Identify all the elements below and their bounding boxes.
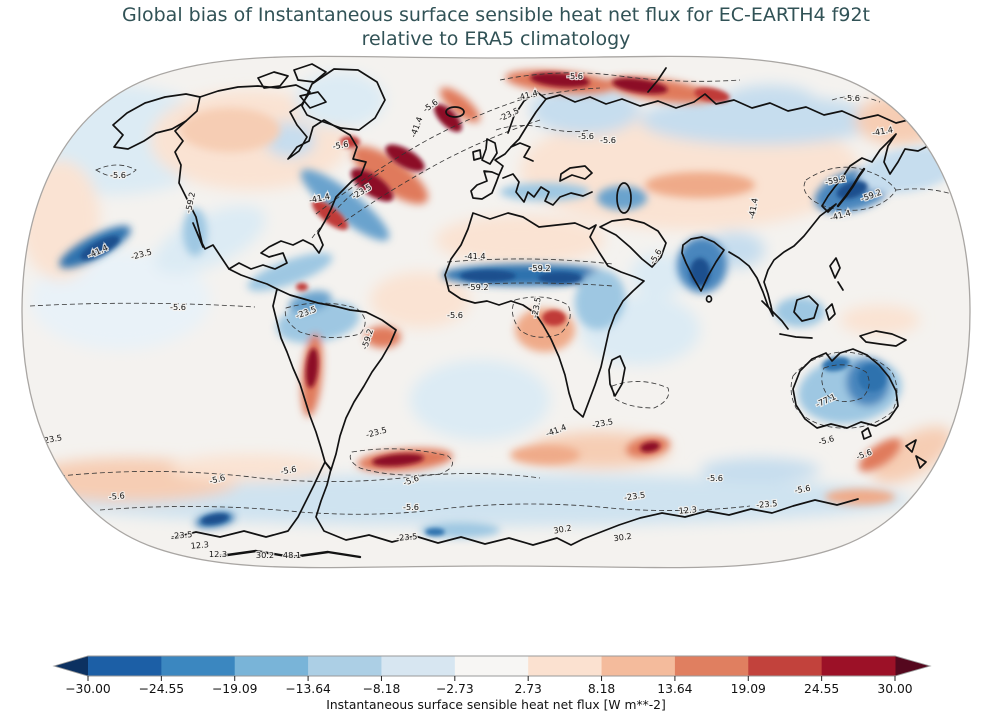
svg-text:24.55: 24.55	[804, 682, 839, 696]
svg-text:12.3: 12.3	[678, 504, 697, 516]
svg-text:2.73: 2.73	[514, 682, 541, 696]
svg-text:-5.6: -5.6	[170, 302, 186, 312]
coast-sri-lanka	[705, 295, 713, 303]
world-map: -5.6-41.4 -23.5-59.2 -41.4 -23.5-5.6-5.6-41…	[22, 56, 970, 568]
svg-text:-5.6: -5.6	[707, 473, 723, 483]
coast-black-sea	[559, 165, 593, 182]
svg-text:−2.73: −2.73	[436, 682, 474, 696]
map-border	[21, 55, 971, 569]
svg-text:-23.5: -23.5	[171, 529, 193, 541]
svg-text:-5.6: -5.6	[794, 483, 811, 496]
coast-caspian-sea	[616, 182, 632, 214]
svg-text:30.2: 30.2	[553, 523, 573, 536]
coast-north-america-east	[199, 84, 367, 290]
svg-text:-5.6: -5.6	[600, 135, 616, 145]
svg-text:-5.6: -5.6	[447, 310, 463, 320]
coast-india	[681, 236, 725, 292]
coast-philippines	[829, 257, 844, 291]
svg-text:-5.6: -5.6	[332, 139, 349, 152]
svg-text:19.09: 19.09	[731, 682, 766, 696]
coast-borneo	[793, 295, 819, 322]
coast-japan	[836, 167, 866, 208]
colorbar-label: Instantaneous surface sensible heat net …	[326, 698, 666, 712]
svg-text:-5.6: -5.6	[280, 464, 297, 477]
svg-text:-41.4: -41.4	[464, 251, 485, 261]
coast-arctic-island	[257, 71, 289, 89]
svg-text:-59.2: -59.2	[467, 282, 488, 292]
coast-antarctica-inner	[218, 549, 362, 559]
coast-arabia	[599, 218, 667, 268]
svg-text:-23.5: -23.5	[623, 490, 645, 503]
svg-text:-41.4: -41.4	[871, 124, 894, 138]
colorbar: −30.00 −24.55 −19.09 −13.64 −8.18 −2.73 2.73 8.…	[52, 655, 932, 696]
svg-text:12.3: 12.3	[190, 539, 209, 551]
coast-ireland	[472, 149, 482, 161]
coast-iberia	[470, 170, 500, 200]
svg-text:-5.6: -5.6	[110, 170, 126, 180]
coastlines	[112, 63, 941, 559]
bias-field-soft	[22, 72, 953, 526]
coast-great-britain	[481, 138, 498, 165]
svg-text:48.1: 48.1	[283, 550, 301, 560]
svg-text:-59.2: -59.2	[529, 263, 550, 273]
coast-arctic-island	[293, 63, 327, 83]
svg-text:30.2: 30.2	[256, 550, 274, 560]
svg-text:−13.64: −13.64	[285, 682, 331, 696]
svg-text:-23.5: -23.5	[756, 498, 778, 510]
svg-text:−8.18: −8.18	[363, 682, 401, 696]
svg-text:30.00: 30.00	[877, 682, 912, 696]
svg-text:-5.6: -5.6	[578, 131, 594, 141]
svg-text:-5.6: -5.6	[567, 71, 583, 81]
coast-australia	[792, 348, 899, 429]
svg-text:-23.5: -23.5	[396, 531, 418, 543]
svg-text:12.3: 12.3	[209, 549, 227, 559]
coast-mediterranean	[502, 173, 593, 206]
coast-north-america-west	[174, 96, 230, 270]
coast-new-zealand	[905, 439, 927, 469]
coast-east-asia	[728, 132, 941, 317]
coast-novaya-zemlya	[647, 67, 667, 93]
coast-iceland	[445, 106, 465, 118]
coast-madagascar	[608, 355, 626, 397]
svg-text:−24.55: −24.55	[139, 682, 185, 696]
svg-text:-5.6: -5.6	[844, 93, 860, 103]
svg-text:−19.09: −19.09	[212, 682, 258, 696]
svg-text:−30.00: −30.00	[65, 682, 111, 696]
coast-tasmania	[861, 427, 872, 440]
coast-scandinavia	[507, 91, 547, 162]
coast-france	[494, 146, 512, 176]
svg-text:30.2: 30.2	[613, 531, 632, 543]
svg-text:8.18: 8.18	[588, 682, 615, 696]
svg-text:13.64: 13.64	[657, 682, 692, 696]
coast-arctic-island	[299, 91, 327, 109]
coast-java	[779, 333, 813, 339]
figure-title: Global bias of Instantaneous surface sen…	[0, 3, 992, 51]
coast-sumatra	[761, 300, 789, 330]
coast-greenland	[301, 68, 386, 131]
coast-africa	[444, 212, 645, 418]
coast-alaska	[112, 93, 201, 150]
figure-title-line1: Global bias of Instantaneous surface sen…	[122, 4, 870, 26]
svg-text:-5.6: -5.6	[108, 490, 125, 501]
coast-new-guinea	[859, 330, 907, 347]
coast-antarctica	[171, 461, 859, 546]
svg-text:-5.6: -5.6	[403, 502, 419, 512]
coast-siberia	[545, 93, 941, 134]
figure-title-line2: relative to ERA5 climatology	[361, 28, 631, 50]
coast-south-america	[272, 288, 397, 471]
coast-sulawesi	[825, 303, 836, 321]
